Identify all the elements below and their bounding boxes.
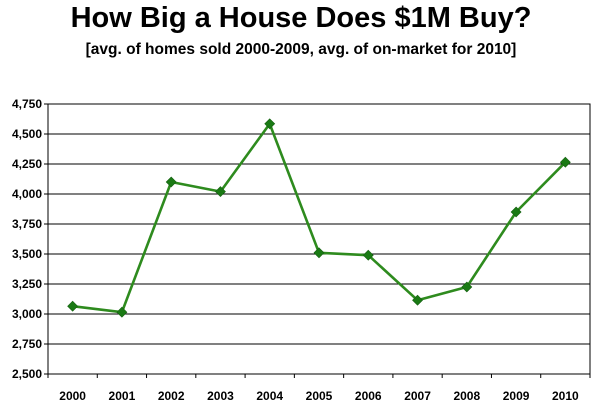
x-tick-label: 2004 [256,389,283,403]
y-tick-label: 3,500 [12,247,42,261]
chart-title: How Big a House Does $1M Buy? [70,2,532,34]
y-axis-ticks: 2,500 2,750 3,000 3,250 3,500 3,750 4,000 4,250… [12,97,48,381]
y-tick-label: 4,500 [12,127,42,141]
data-point-marker [215,186,226,198]
y-tick-label: 2,500 [12,367,42,381]
y-tick-label: 4,250 [12,157,42,171]
data-point-marker [510,206,522,218]
data-point-marker [116,306,128,318]
gridlines [48,133,590,345]
y-tick-label: 4,000 [12,187,42,201]
x-tick-label: 2008 [453,389,480,403]
data-point-marker [264,118,276,130]
data-point-marker [67,300,79,312]
y-tick-label: 3,750 [12,217,42,231]
data-point-marker [362,249,374,261]
data-point-marker [559,156,571,168]
y-tick-label: 4,750 [12,97,42,111]
data-point-marker [461,281,473,293]
x-tick-label: 2003 [207,389,234,403]
x-tick-label: 2007 [404,389,431,403]
x-tick-label: 2005 [306,389,333,403]
y-tick-label: 2,750 [12,337,42,351]
data-point-marker [412,294,423,306]
chart-subtitle: [avg. of homes sold 2000-2009, avg. of o… [85,41,517,58]
x-tick-label: 2001 [109,389,136,403]
series-layer [67,118,571,318]
x-tick-label: 2009 [503,389,530,403]
y-tick-label: 3,250 [12,277,42,291]
data-point-marker [313,247,325,259]
data-point-marker [165,176,177,188]
x-tick-label: 2002 [158,389,185,403]
x-tick-label: 2006 [355,389,382,403]
plot-area-border [47,103,591,375]
y-tick-label: 3,000 [12,307,42,321]
x-tick-label: 2010 [552,389,579,403]
x-axis-ticks: 2000 2001 2002 2003 2004 2005 2006 2007 2008 2009… [47,374,591,403]
x-tick-label: 2000 [59,389,86,403]
